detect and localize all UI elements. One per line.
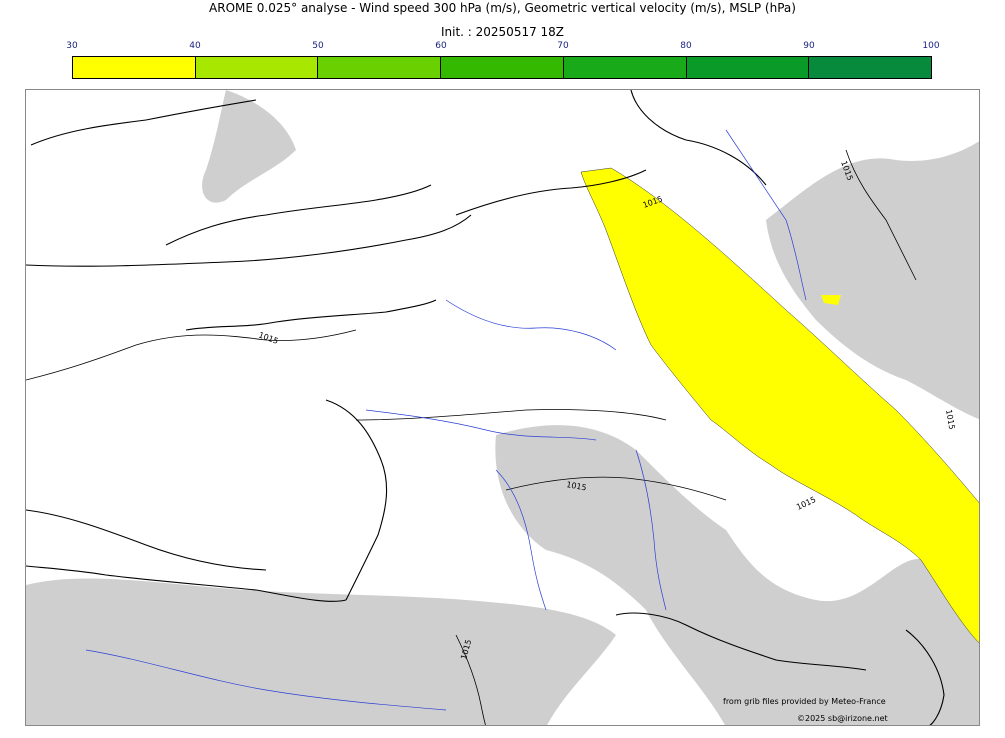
coastline [26, 509, 267, 571]
colorbar-tick: 90 [803, 41, 815, 51]
coastline [165, 184, 432, 246]
isobar-label: 1015 [795, 495, 817, 512]
coastlines [26, 90, 945, 725]
colorbar-tick: 80 [680, 41, 692, 51]
uplift-areas [26, 90, 979, 725]
data-source-credit: from grib files provided by Meteo-France [723, 697, 886, 706]
river [725, 129, 807, 301]
coastline [30, 99, 257, 146]
river [635, 449, 667, 611]
isobar [845, 149, 917, 281]
map-panel: 1015 1015 1015 1015 1015 1015 1015 [25, 89, 980, 726]
isobar-label: 1015 [944, 409, 956, 431]
colorbar-segment [686, 57, 810, 78]
init-time: Init. : 20250517 18Z [440, 25, 565, 39]
colorbar-tick: 30 [66, 41, 78, 51]
uplift-area [202, 90, 296, 203]
colorbar-tick: 60 [435, 41, 447, 51]
uplift-area [26, 578, 616, 725]
colorbar-segment [195, 57, 319, 78]
coastline [26, 565, 347, 602]
river [445, 299, 617, 351]
coastline [325, 399, 388, 601]
isobar [505, 476, 727, 501]
colorbar-segment [73, 57, 196, 78]
map-canvas: 1015 1015 1015 1015 1015 1015 1015 [26, 90, 979, 725]
coastline [185, 299, 437, 331]
colorbar-tick: 100 [922, 41, 940, 51]
rivers [85, 129, 807, 711]
coastline [630, 90, 767, 186]
river [85, 649, 447, 711]
uplift-area [766, 141, 979, 420]
colorbar-tick: 50 [312, 41, 324, 51]
colorbar-segment [441, 57, 564, 78]
colorbar-tick: 40 [189, 41, 201, 51]
colorbar-segment [809, 57, 932, 78]
colorbar-tick: 70 [557, 41, 569, 51]
coastline [615, 612, 867, 671]
uplift-area [495, 425, 979, 725]
coastline [26, 214, 472, 267]
isobar [26, 329, 357, 381]
coastline [455, 169, 647, 216]
copyright-credit: ©2025 sb@irizone.net [797, 714, 888, 723]
river [495, 469, 547, 611]
coastline [905, 629, 945, 725]
colorbar-segment [563, 57, 687, 78]
colorbar-segment [318, 57, 442, 78]
colorbar [72, 56, 932, 79]
isobar [355, 409, 667, 421]
isobar-label: 1015 [566, 480, 588, 492]
chart-title: AROME 0.025° analyse - Wind speed 300 hP… [209, 1, 796, 15]
isobars [26, 149, 917, 725]
jet-core [580, 167, 979, 644]
jet-small [821, 295, 841, 305]
river [365, 409, 597, 441]
isobar [455, 634, 486, 725]
isobar-label: 1015 [257, 330, 279, 345]
